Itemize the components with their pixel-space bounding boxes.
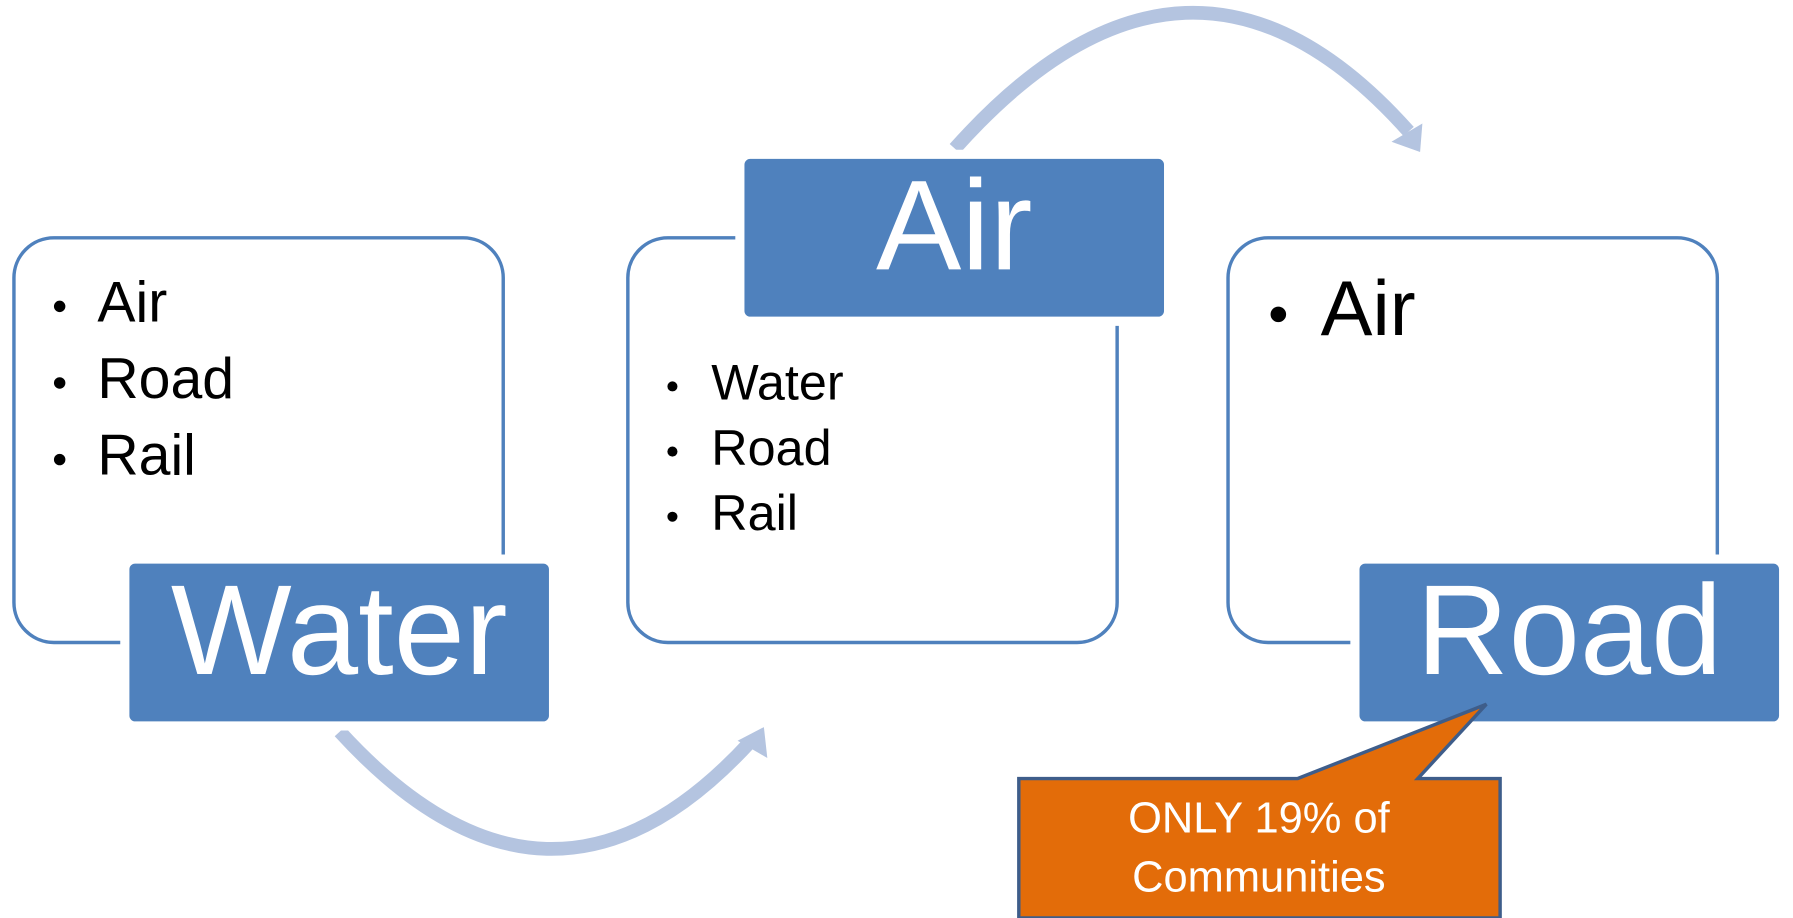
panel-label-box [735,149,1174,326]
bullet [667,381,678,392]
callout-text: ONLY 19% of [1128,794,1391,842]
arrow [949,5,1414,154]
panel-item: Water [711,354,843,411]
bullet [53,377,66,389]
panel-title: Road [1416,559,1722,702]
panel-item: Air [97,270,167,334]
arrow-head [1391,123,1423,153]
panel-label-box [120,554,559,731]
bullet [1270,306,1287,323]
panel-label-box [1350,554,1789,731]
panel-item: Road [97,347,234,411]
bullet [667,511,678,522]
panel-title: Water [171,559,508,702]
bullet [667,446,678,457]
arrow [334,727,755,856]
panel-item: Road [711,419,831,476]
panel-item: Rail [97,424,195,488]
panel-item: Rail [711,484,798,541]
panel-title: Air [876,154,1032,297]
arrow-head [737,727,768,758]
callout-text: Communities [1132,854,1385,902]
panel-item: Air [1321,266,1416,352]
bullet [53,300,66,313]
panels: Air Road Rail Water Water Road Rail Air Air Road [12,149,1789,731]
bullet [53,453,66,466]
